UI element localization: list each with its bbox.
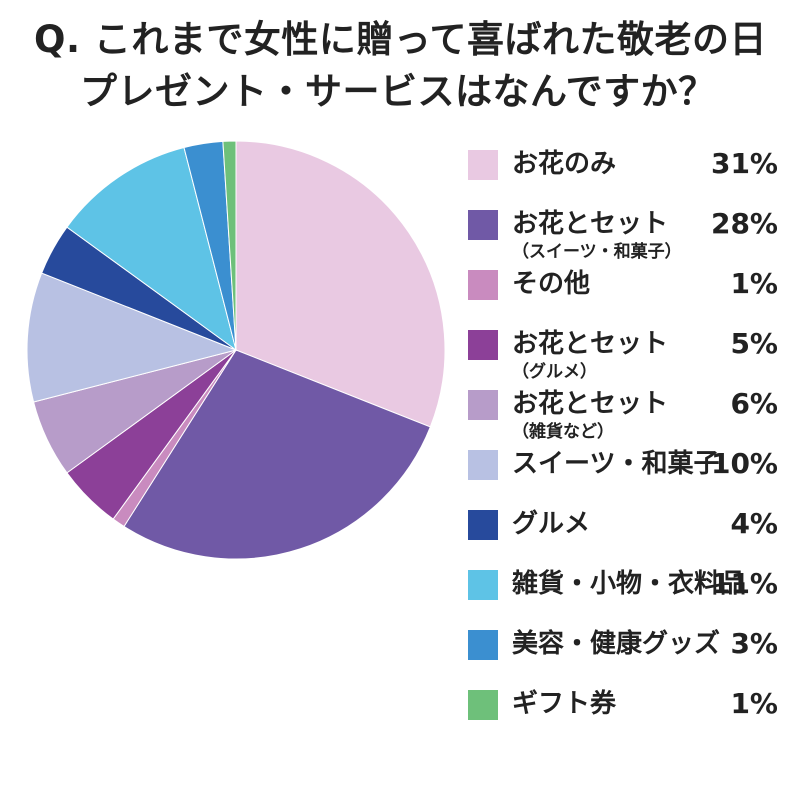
legend-label-1: お花とセット	[512, 209, 669, 239]
legend-item-5: スイーツ・和菓子 10%	[468, 443, 778, 503]
legend-percent-4: 6%	[730, 387, 778, 420]
legend-percent-8: 3%	[730, 627, 778, 660]
legend-label-0: お花のみ	[512, 149, 617, 179]
legend-swatch-0	[468, 150, 498, 180]
legend-item-7: 雑貨・小物・衣料品 11%	[468, 563, 778, 623]
legend-label-4: お花とセット	[512, 389, 669, 419]
legend-swatch-7	[468, 570, 498, 600]
legend-label-9: ギフト券	[512, 689, 617, 719]
legend-label-3: お花とセット	[512, 329, 669, 359]
pie-slice-0	[235, 140, 446, 428]
legend-swatch-5	[468, 450, 498, 480]
legend-sublabel-4: （雑貨など）	[512, 422, 614, 442]
legend-swatch-3	[468, 330, 498, 360]
legend-swatch-4	[468, 390, 498, 420]
pie-slice-9	[222, 140, 237, 351]
legend-label-2: その他	[512, 269, 591, 299]
legend-item-0: お花のみ 31%	[468, 143, 778, 203]
legend-item-1: お花とセット （スイーツ・和菓子） 28%	[468, 203, 778, 263]
chart-title: Q. これまで女性に贈って喜ばれた敬老の日 プレゼント・サービスはなんですか？	[0, 14, 800, 118]
pie-chart	[26, 140, 446, 560]
legend-item-8: 美容・健康グッズ 3%	[468, 623, 778, 683]
legend-swatch-2	[468, 270, 498, 300]
legend-percent-7: 11%	[710, 567, 778, 600]
legend-swatch-1	[468, 210, 498, 240]
legend-item-3: お花とセット （グルメ） 5%	[468, 323, 778, 383]
pie-slice-7	[66, 146, 237, 352]
legend-sublabel-1: （スイーツ・和菓子）	[512, 242, 682, 262]
legend-percent-1: 28%	[710, 207, 778, 240]
legend-item-9: ギフト券 1%	[468, 683, 778, 743]
legend-swatch-8	[468, 630, 498, 660]
chart-title-line-1: Q. これまで女性に贈って喜ばれた敬老の日	[34, 18, 768, 61]
legend-percent-5: 10%	[710, 447, 778, 480]
legend-label-6: グルメ	[512, 509, 591, 539]
legend: お花のみ 31% お花とセット （スイーツ・和菓子） 28% その他 1% お花とセット （グル…	[468, 143, 778, 743]
legend-item-6: グルメ 4%	[468, 503, 778, 563]
legend-swatch-6	[468, 510, 498, 540]
legend-item-2: その他 1%	[468, 263, 778, 323]
legend-label-5: スイーツ・和菓子	[512, 449, 720, 479]
legend-percent-3: 5%	[730, 327, 778, 360]
legend-label-8: 美容・健康グッズ	[512, 629, 721, 659]
legend-percent-6: 4%	[730, 507, 778, 540]
pie-slice-1	[123, 349, 431, 560]
chart-title-line-2: プレゼント・サービスはなんですか？	[80, 70, 716, 113]
legend-percent-2: 1%	[730, 267, 778, 300]
legend-sublabel-3: （グルメ）	[512, 362, 597, 382]
pie-slice-5	[26, 272, 238, 403]
legend-label-7: 雑貨・小物・衣料品	[512, 569, 747, 599]
legend-percent-9: 1%	[730, 687, 778, 720]
legend-item-4: お花とセット （雑貨など） 6%	[468, 383, 778, 443]
legend-percent-0: 31%	[710, 147, 778, 180]
legend-swatch-9	[468, 690, 498, 720]
